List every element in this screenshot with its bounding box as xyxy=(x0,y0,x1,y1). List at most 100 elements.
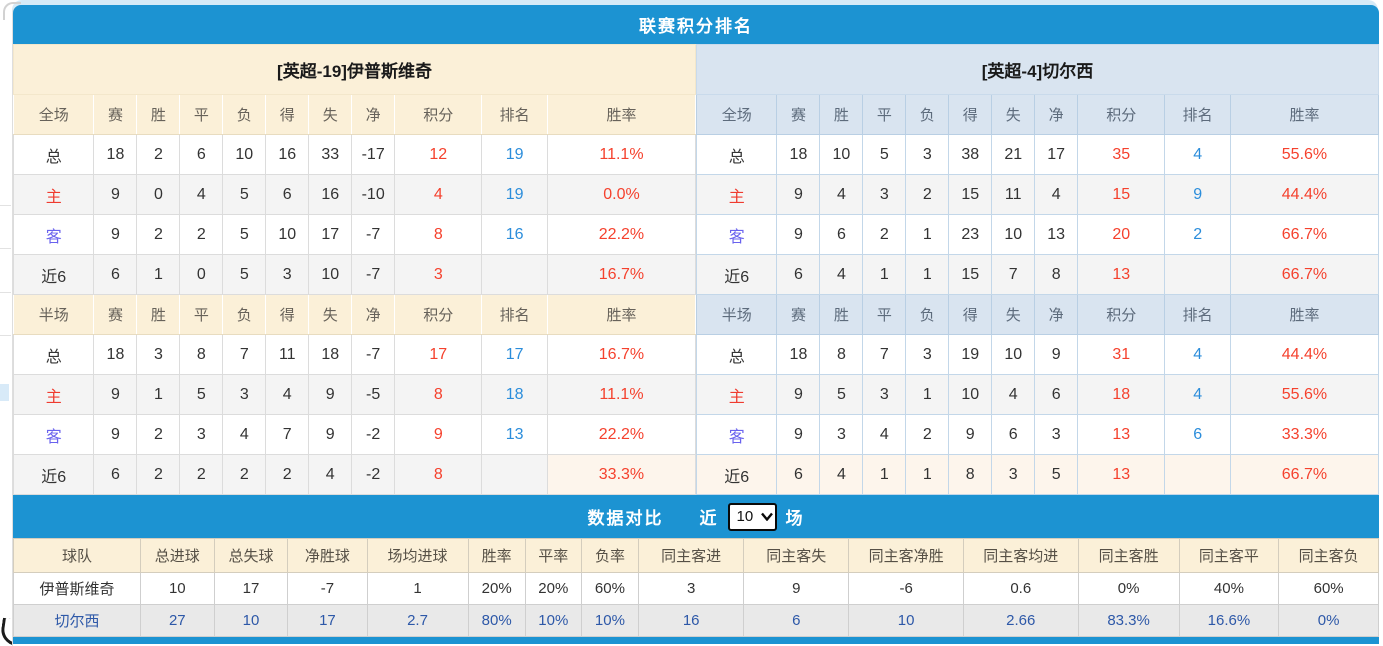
cell-goals-for: 15 xyxy=(948,174,993,215)
col-header: 胜率 xyxy=(546,94,697,135)
cell-played: 18 xyxy=(776,134,821,175)
data-compare-table: 球队 总进球 总失球 净胜球 场均进球 胜率 平率 负率 同主客进 同主客失 同… xyxy=(13,538,1379,637)
cell-played: 6 xyxy=(93,254,138,295)
cell-goals-for: 2 xyxy=(265,454,310,495)
cell-goals-against: 21 xyxy=(991,134,1036,175)
row-label: 主 xyxy=(695,374,778,415)
cell-loss: 1 xyxy=(905,454,950,495)
col-header: 场均进球 xyxy=(366,538,469,573)
cell-goal-diff: 13 xyxy=(1034,214,1079,255)
cell-win: 4 xyxy=(819,254,864,295)
cell-loss: 1 xyxy=(905,214,950,255)
cell-goals-against: 4 xyxy=(308,454,353,495)
cell-win-rate: 11.1% xyxy=(546,374,697,415)
cell-draw: 2 xyxy=(179,454,224,495)
cell-played: 9 xyxy=(776,374,821,415)
compare-cell: 20% xyxy=(467,572,526,605)
cell-rank: 9 xyxy=(1164,174,1231,215)
row-label: 主 xyxy=(12,374,95,415)
cell-goals-for: 10 xyxy=(948,374,993,415)
cell-goal-diff: 17 xyxy=(1034,134,1079,175)
col-header: 排名 xyxy=(481,294,548,335)
col-header: 负 xyxy=(905,294,950,335)
col-header: 净 xyxy=(1034,294,1079,335)
cell-points: 31 xyxy=(1077,334,1166,375)
cell-points: 17 xyxy=(394,334,483,375)
col-header: 胜 xyxy=(819,294,864,335)
compare-cell: 60% xyxy=(1278,572,1379,605)
row-label: 总 xyxy=(12,334,95,375)
cell-rank: 4 xyxy=(1164,374,1231,415)
cell-points: 13 xyxy=(1077,454,1166,495)
cell-win: 2 xyxy=(136,414,181,455)
table-row: 近6 6 4 1 1 15 7 8 13 66.7% xyxy=(695,254,1380,295)
cell-points: 15 xyxy=(1077,174,1166,215)
table-row: 总 18 8 7 3 19 10 9 31 4 44.4% xyxy=(695,334,1380,375)
cell-goals-for: 9 xyxy=(948,414,993,455)
col-header: 得 xyxy=(948,94,993,135)
col-header: 排名 xyxy=(1164,94,1231,135)
table-row: 主 9 0 4 5 6 16 -10 4 19 0.0% xyxy=(12,174,697,215)
cell-loss: 10 xyxy=(222,134,267,175)
cell-played: 9 xyxy=(93,174,138,215)
background-artifact-line xyxy=(0,292,11,293)
cell-win-rate: 0.0% xyxy=(546,174,697,215)
cell-goals-against: 9 xyxy=(308,374,353,415)
table-row: 总 18 3 8 7 11 18 -7 17 17 16.7% xyxy=(12,334,697,375)
cell-win-rate: 33.3% xyxy=(1229,414,1380,455)
col-header: 同主客均进 xyxy=(962,538,1079,573)
col-header: 平 xyxy=(862,294,907,335)
cell-goal-diff: 5 xyxy=(1034,454,1079,495)
cell-rank: 13 xyxy=(481,414,548,455)
cell-goals-against: 33 xyxy=(308,134,353,175)
cell-goals-against: 10 xyxy=(991,214,1036,255)
team-name-cell: 切尔西 xyxy=(13,604,141,637)
home-team-title-row: [英超-19]伊普斯维奇 xyxy=(13,44,696,95)
recent-matches-control: 近 10 场 xyxy=(700,502,805,531)
row-label: 主 xyxy=(695,174,778,215)
col-header: 同主客进 xyxy=(638,538,745,573)
row-label: 近6 xyxy=(12,454,95,495)
compare-cell: 10% xyxy=(524,604,582,637)
col-header: 得 xyxy=(265,294,310,335)
compare-header-row: 球队 总进球 总失球 净胜球 场均进球 胜率 平率 负率 同主客进 同主客失 同… xyxy=(13,538,1379,573)
col-header: 胜率 xyxy=(1229,294,1380,335)
cell-loss: 5 xyxy=(222,214,267,255)
col-header: 得 xyxy=(948,294,993,335)
compare-cell: 0% xyxy=(1077,572,1180,605)
col-header: 积分 xyxy=(1077,94,1166,135)
cell-goal-diff: -7 xyxy=(351,214,396,255)
home-team-title: [英超-19]伊普斯维奇 xyxy=(13,44,696,95)
col-header: 积分 xyxy=(394,294,483,335)
col-header: 失 xyxy=(308,294,353,335)
half-time-header-row: 半场 赛 胜 平 负 得 失 净 积分 排名 胜率 xyxy=(12,294,697,335)
cell-loss: 2 xyxy=(905,414,950,455)
recent-count-select[interactable]: 10 xyxy=(727,502,777,531)
cell-win: 3 xyxy=(819,414,864,455)
cell-rank: 18 xyxy=(481,374,548,415)
away-team-title: [英超-4]切尔西 xyxy=(696,44,1379,95)
cell-points: 12 xyxy=(394,134,483,175)
cell-points: 8 xyxy=(394,374,483,415)
cell-goal-diff: -7 xyxy=(351,254,396,295)
cell-rank: 6 xyxy=(1164,414,1231,455)
cell-goals-for: 11 xyxy=(265,334,310,375)
bottom-section-divider xyxy=(13,637,1379,644)
cell-played: 18 xyxy=(776,334,821,375)
half-time-header-row: 半场 赛 胜 平 负 得 失 净 积分 排名 胜率 xyxy=(695,294,1380,335)
cell-win: 4 xyxy=(819,174,864,215)
col-header: 胜 xyxy=(819,94,864,135)
cell-played: 6 xyxy=(776,454,821,495)
col-header: 赛 xyxy=(93,294,138,335)
col-header: 积分 xyxy=(1077,294,1166,335)
cell-rank xyxy=(481,454,548,495)
league-standings-header: 联赛积分排名 xyxy=(13,5,1379,44)
table-row: 伊普斯维奇 10 17 -7 1 20% 20% 60% 3 9 -6 0.6 … xyxy=(13,572,1379,605)
cell-win: 5 xyxy=(819,374,864,415)
cell-goal-diff: 4 xyxy=(1034,174,1079,215)
cell-goals-for: 3 xyxy=(265,254,310,295)
cell-draw: 2 xyxy=(179,214,224,255)
row-label: 总 xyxy=(695,334,778,375)
table-row: 总 18 2 6 10 16 33 -17 12 19 11.1% xyxy=(12,134,697,175)
cell-rank: 16 xyxy=(481,214,548,255)
